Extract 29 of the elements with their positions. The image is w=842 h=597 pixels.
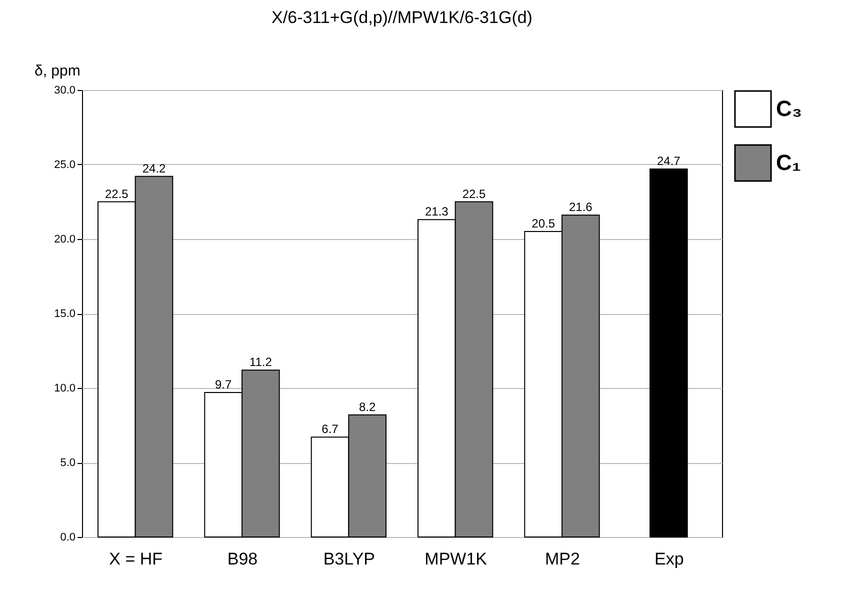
x-tick-label: B98 xyxy=(227,550,258,568)
y-tick-label: 30.0 xyxy=(54,84,76,96)
y-tick-label: 0.0 xyxy=(60,532,76,544)
y-tick-label: 25.0 xyxy=(54,159,76,171)
data-label: 22.5 xyxy=(462,186,486,201)
data-label: 24.2 xyxy=(142,161,166,176)
data-label: 11.2 xyxy=(249,355,272,370)
legend-label: C₃ xyxy=(776,96,802,121)
y-tick-label: 15.0 xyxy=(54,308,76,320)
y-tick-label: 20.0 xyxy=(54,234,76,246)
y-tick-label: 5.0 xyxy=(60,457,76,469)
bar xyxy=(650,168,688,538)
data-label: 20.5 xyxy=(532,216,556,231)
data-label: 8.2 xyxy=(358,400,376,414)
chart-title: X/6-311+G(d,p)//MPW1K/6-31G(d) xyxy=(272,8,532,27)
data-label: 21.6 xyxy=(568,200,593,214)
x-tick-label: MP2 xyxy=(545,550,580,568)
data-label: 9.7 xyxy=(214,377,232,392)
data-label: 21.3 xyxy=(424,204,449,219)
x-tick-label: Exp xyxy=(654,550,684,568)
y-axis-title: δ, ppm xyxy=(34,62,80,80)
data-label: 22.5 xyxy=(104,186,129,201)
x-tick-label: B3LYP xyxy=(323,550,376,568)
data-label: 6.7 xyxy=(322,422,339,436)
data-label: 24.7 xyxy=(656,154,681,168)
y-tick-label: 10.0 xyxy=(54,382,76,394)
legend-label: C₁ xyxy=(776,150,801,175)
x-tick-label: MPW1K xyxy=(424,550,488,568)
x-tick-label: X = HF xyxy=(109,550,163,568)
